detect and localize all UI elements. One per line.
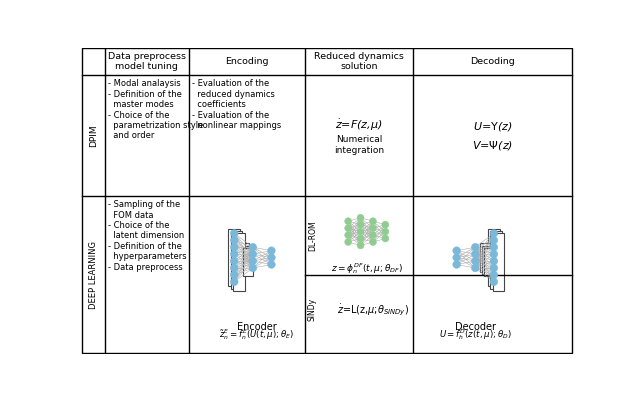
Circle shape <box>345 218 351 224</box>
Text: Encoding: Encoding <box>225 57 268 66</box>
Circle shape <box>472 264 479 272</box>
Circle shape <box>382 228 389 235</box>
Text: $\tilde{z}_n^E = f_n^E(U(t,\mu);\theta_E)$: $\tilde{z}_n^E = f_n^E(U(t,\mu);\theta_E… <box>219 327 294 341</box>
Circle shape <box>230 250 238 258</box>
Circle shape <box>490 257 498 265</box>
Circle shape <box>345 224 351 232</box>
Text: Data preprocess
model tuning: Data preprocess model tuning <box>108 52 186 71</box>
Circle shape <box>230 278 238 286</box>
FancyBboxPatch shape <box>243 248 253 277</box>
Circle shape <box>452 247 461 254</box>
FancyBboxPatch shape <box>228 229 240 287</box>
Circle shape <box>472 257 479 265</box>
Text: Decoder: Decoder <box>455 322 496 332</box>
FancyBboxPatch shape <box>231 231 243 289</box>
Circle shape <box>490 243 498 251</box>
Circle shape <box>472 243 479 251</box>
FancyBboxPatch shape <box>490 231 502 289</box>
Text: Decoding: Decoding <box>470 57 515 66</box>
Circle shape <box>268 247 275 254</box>
Circle shape <box>345 238 351 246</box>
Circle shape <box>230 257 238 265</box>
Text: - Evaluation of the
  reduced dynamics
  coefficients
- Evaluation of the
  nonl: - Evaluation of the reduced dynamics coe… <box>191 79 281 130</box>
Text: $\dot{z}$=F(z,$\mu$): $\dot{z}$=F(z,$\mu$) <box>335 117 383 133</box>
Text: $\dot{z}$=L(z,$\mu$;$\theta_{SINDy}$): $\dot{z}$=L(z,$\mu$;$\theta_{SINDy}$) <box>337 302 409 318</box>
FancyBboxPatch shape <box>239 243 248 272</box>
Text: V=$\Psi$(z): V=$\Psi$(z) <box>472 139 513 152</box>
Text: DPIM: DPIM <box>89 125 98 147</box>
Circle shape <box>249 243 257 251</box>
Circle shape <box>357 221 364 228</box>
Circle shape <box>369 232 376 238</box>
Circle shape <box>382 235 389 242</box>
Text: SINDy: SINDy <box>308 298 317 321</box>
Circle shape <box>249 264 257 272</box>
FancyBboxPatch shape <box>484 248 494 277</box>
Circle shape <box>268 254 275 261</box>
Circle shape <box>452 254 461 261</box>
Circle shape <box>345 232 351 238</box>
Circle shape <box>472 250 479 258</box>
Circle shape <box>357 235 364 242</box>
FancyBboxPatch shape <box>233 233 244 291</box>
FancyBboxPatch shape <box>479 243 490 272</box>
Text: Numerical
integration: Numerical integration <box>334 135 384 155</box>
FancyBboxPatch shape <box>241 246 251 274</box>
Circle shape <box>268 261 275 268</box>
Circle shape <box>230 243 238 251</box>
Circle shape <box>490 236 498 244</box>
Circle shape <box>490 271 498 279</box>
Text: Encoder: Encoder <box>237 322 276 332</box>
Text: $U=f_h^D(z(t,\mu);\theta_D)$: $U=f_h^D(z(t,\mu);\theta_D)$ <box>439 327 511 341</box>
Circle shape <box>382 221 389 228</box>
Text: U=$\Upsilon$(z): U=$\Upsilon$(z) <box>473 120 513 133</box>
Circle shape <box>249 250 257 258</box>
Text: DL-ROM: DL-ROM <box>308 220 317 251</box>
Circle shape <box>230 230 238 237</box>
Circle shape <box>452 261 461 268</box>
FancyBboxPatch shape <box>493 233 504 291</box>
Text: - Modal analaysis
- Definition of the
  master modes
- Choice of the
  parametri: - Modal analaysis - Definition of the ma… <box>108 79 204 140</box>
Circle shape <box>369 238 376 246</box>
Circle shape <box>230 264 238 272</box>
Circle shape <box>357 214 364 221</box>
Circle shape <box>357 242 364 249</box>
Circle shape <box>490 264 498 272</box>
Circle shape <box>490 278 498 286</box>
Text: Reduced dynamics
solution: Reduced dynamics solution <box>314 52 404 71</box>
Circle shape <box>369 224 376 232</box>
FancyBboxPatch shape <box>482 246 492 274</box>
FancyBboxPatch shape <box>488 229 500 287</box>
Circle shape <box>490 250 498 258</box>
Circle shape <box>357 228 364 235</box>
Circle shape <box>230 271 238 279</box>
Circle shape <box>369 218 376 224</box>
Text: $z=\phi_n^{DF}(t,\mu;\theta_{DF})$: $z=\phi_n^{DF}(t,\mu;\theta_{DF})$ <box>331 261 403 276</box>
Text: DEEP LEARNING: DEEP LEARNING <box>89 240 98 308</box>
Circle shape <box>490 230 498 237</box>
Circle shape <box>249 257 257 265</box>
Text: - Sampling of the
  FOM data
- Choice of the
  latent dimension
- Definition of : - Sampling of the FOM data - Choice of t… <box>108 200 186 271</box>
Circle shape <box>230 236 238 244</box>
